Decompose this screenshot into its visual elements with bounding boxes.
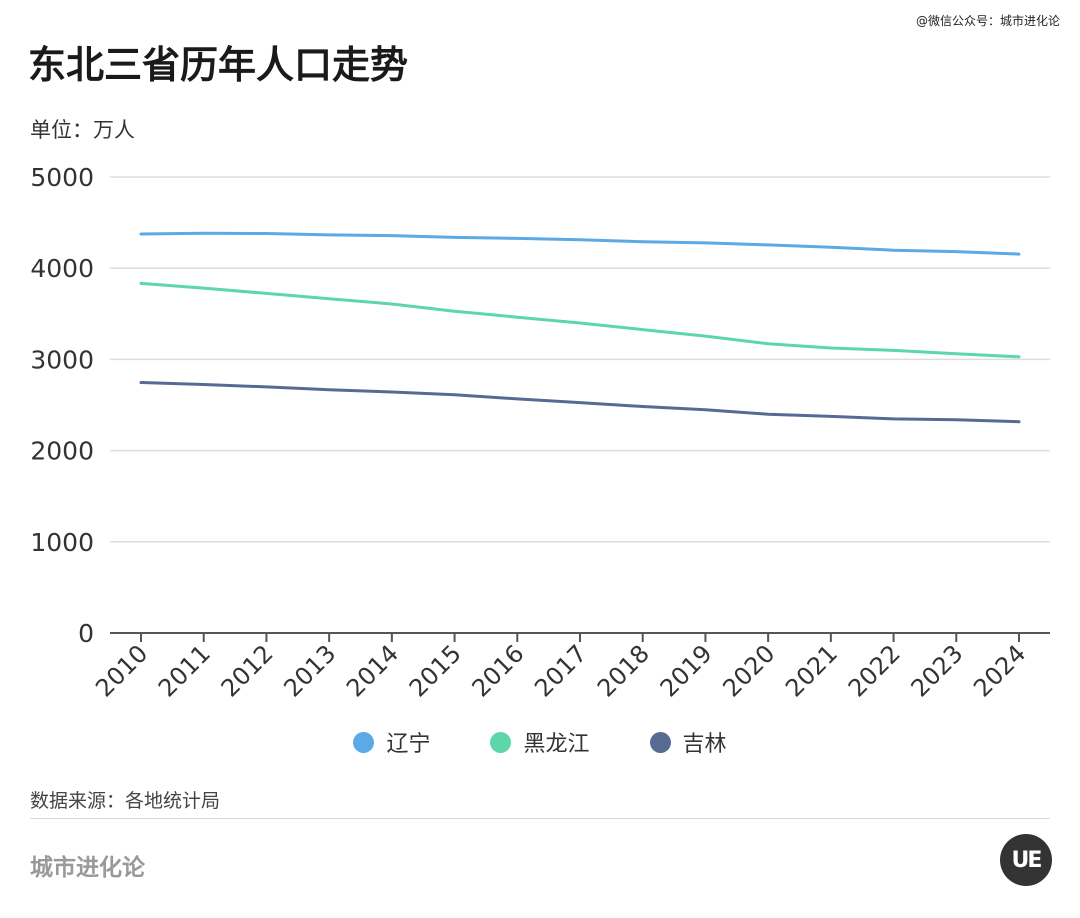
legend-label: 黑龙江 [523, 732, 590, 757]
x-tick-label: 2011 [153, 639, 216, 702]
wechat-credit: @微信公众号：城市进化论 [915, 14, 1060, 28]
y-tick-label: 1000 [30, 528, 94, 557]
series-lines [139, 231, 1021, 424]
chart-title: 东北三省历年人口走势 [28, 43, 409, 87]
x-tick-label: 2022 [843, 639, 906, 702]
legend-dot-icon [649, 731, 671, 753]
x-axis: 2010 2011 2012 2013 2014 2015 2016 2017 2018 2019… [90, 632, 1050, 702]
y-axis-ticks: 0 1000 2000 3000 4000 5000 [30, 163, 94, 648]
y-tick-label: 3000 [30, 345, 94, 374]
y-tick-label: 4000 [30, 254, 94, 283]
x-tick-label: 2015 [404, 639, 467, 702]
legend-item: 吉林 [649, 726, 727, 758]
x-tick-label: 2012 [216, 639, 279, 702]
x-tick-label: 2024 [968, 639, 1031, 702]
footer-divider [30, 818, 1050, 819]
x-tick-label: 2018 [592, 639, 655, 702]
data-source: 数据来源：各地统计局 [30, 790, 221, 812]
x-tick-label: 2013 [278, 639, 341, 702]
y-tick-label: 5000 [30, 163, 94, 192]
x-tick-label: 2014 [341, 639, 404, 702]
grid-lines [110, 176, 1050, 543]
legend-label: 吉林 [682, 732, 727, 757]
x-tick-label: 2021 [780, 639, 843, 702]
legend-label: 辽宁 [386, 732, 431, 757]
x-tick-label: 2010 [90, 639, 153, 702]
series-line-吉林 [139, 381, 1021, 424]
legend: 辽宁 黑龙江 吉林 [0, 726, 1080, 758]
unit-label: 单位：万人 [30, 118, 135, 142]
legend-dot-icon [353, 731, 375, 753]
legend-dot-icon [490, 731, 512, 753]
x-tick-label: 2023 [906, 639, 969, 702]
legend-item: 辽宁 [353, 726, 430, 758]
legend-item: 黑龙江 [490, 726, 590, 758]
x-tick-label: 2016 [467, 639, 530, 702]
brand-name: 城市进化论 [30, 855, 145, 881]
series-line-辽宁 [139, 231, 1021, 256]
x-tick-label: 2019 [655, 639, 718, 702]
x-tick-label: 2017 [529, 639, 592, 702]
y-tick-label: 2000 [30, 437, 94, 466]
y-tick-label: 0 [78, 619, 94, 648]
brand-logo-icon: UE [1000, 834, 1052, 886]
series-line-黑龙江 [139, 281, 1021, 359]
x-tick-label: 2020 [717, 639, 780, 702]
